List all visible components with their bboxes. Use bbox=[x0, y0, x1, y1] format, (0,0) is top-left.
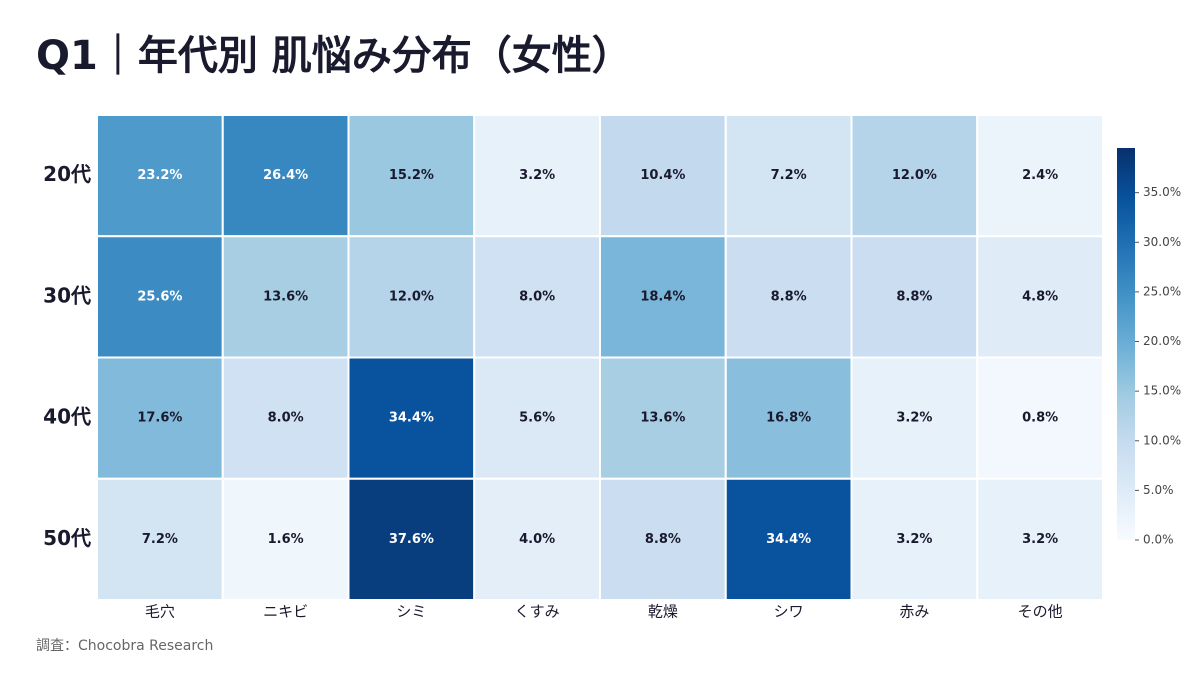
heat-cell bbox=[473, 477, 601, 601]
value-label: 8.8% bbox=[771, 289, 807, 304]
value-label: 8.0% bbox=[519, 289, 555, 304]
colorbar-tick-label: 30.0% bbox=[1143, 235, 1181, 249]
value-label: 17.6% bbox=[137, 411, 182, 426]
value-label: 3.2% bbox=[1022, 532, 1058, 547]
heat-cell bbox=[976, 356, 1104, 480]
colorbar-tick-label: 25.0% bbox=[1143, 284, 1181, 298]
value-label: 16.8% bbox=[766, 411, 811, 426]
value-label: 13.6% bbox=[640, 411, 685, 426]
x-tick-label: シミ bbox=[396, 603, 426, 621]
heat-cell bbox=[347, 477, 476, 601]
x-tick-label: ニキビ bbox=[263, 603, 308, 621]
value-label: 34.4% bbox=[766, 532, 811, 547]
colorbar-tick-label: 10.0% bbox=[1143, 433, 1181, 447]
colorbar bbox=[1117, 148, 1135, 540]
value-label: 0.8% bbox=[1022, 411, 1058, 426]
heat-cell bbox=[976, 114, 1104, 238]
x-tick-label: 毛穴 bbox=[145, 603, 175, 621]
heat-cell bbox=[347, 114, 476, 238]
value-label: 4.0% bbox=[519, 532, 555, 547]
value-label: 3.2% bbox=[896, 411, 932, 426]
value-label: 12.0% bbox=[389, 289, 434, 304]
heat-cell bbox=[724, 114, 853, 238]
heat-cell bbox=[599, 356, 727, 480]
heat-cell bbox=[850, 477, 979, 601]
row-label: 40代 bbox=[43, 405, 91, 429]
row-label: 50代 bbox=[43, 526, 91, 550]
value-label: 8.8% bbox=[896, 289, 932, 304]
colorbar-tick-label: 5.0% bbox=[1143, 483, 1174, 497]
heat-cell bbox=[347, 356, 476, 480]
colorbar-tick-label: 15.0% bbox=[1143, 384, 1181, 398]
value-label: 2.4% bbox=[1022, 168, 1058, 183]
colorbar-tick-label: 35.0% bbox=[1143, 185, 1181, 199]
x-tick-label: 乾燥 bbox=[648, 603, 678, 621]
value-label: 34.4% bbox=[389, 411, 434, 426]
x-tick-label: その他 bbox=[1018, 603, 1063, 621]
row-label: 20代 bbox=[43, 162, 91, 186]
value-label: 4.8% bbox=[1022, 289, 1058, 304]
x-tick-label: 赤み bbox=[899, 603, 929, 621]
heat-cell bbox=[96, 477, 224, 601]
x-tick-label: シワ bbox=[774, 603, 804, 621]
heat-cell bbox=[221, 235, 350, 359]
value-label: 23.2% bbox=[137, 168, 182, 183]
value-label: 26.4% bbox=[263, 168, 308, 183]
heat-cell bbox=[473, 356, 601, 480]
value-label: 7.2% bbox=[771, 168, 807, 183]
source: 調査：Chocobra Research bbox=[36, 638, 213, 654]
heat-cell bbox=[599, 477, 727, 601]
heat-cell bbox=[976, 477, 1104, 601]
colorbar-tick-label: 0.0% bbox=[1143, 533, 1174, 547]
x-tick-label: くすみ bbox=[515, 603, 560, 621]
heat-cell bbox=[724, 235, 853, 359]
heat-cell bbox=[724, 356, 853, 480]
colorbar-tick-label: 20.0% bbox=[1143, 334, 1181, 348]
heat-cell bbox=[976, 235, 1104, 359]
value-label: 37.6% bbox=[389, 532, 434, 547]
value-label: 3.2% bbox=[896, 532, 932, 547]
value-label: 3.2% bbox=[519, 168, 555, 183]
heat-cell bbox=[850, 356, 979, 480]
value-label: 5.6% bbox=[519, 411, 555, 426]
heat-cell bbox=[473, 235, 601, 359]
heat-cell bbox=[96, 114, 224, 238]
value-label: 8.8% bbox=[645, 532, 681, 547]
value-label: 1.6% bbox=[268, 532, 304, 547]
heat-cell bbox=[221, 114, 350, 238]
chart-title: Q1｜年代別 肌悩み分布（女性） bbox=[36, 33, 632, 79]
value-label: 8.0% bbox=[268, 411, 304, 426]
value-label: 13.6% bbox=[263, 289, 308, 304]
heat-cell bbox=[221, 356, 350, 480]
value-label: 15.2% bbox=[389, 168, 434, 183]
row-label: 30代 bbox=[43, 283, 91, 307]
value-label: 12.0% bbox=[892, 168, 937, 183]
heat-cell bbox=[96, 356, 224, 480]
value-label: 10.4% bbox=[640, 168, 685, 183]
value-label: 25.6% bbox=[137, 289, 182, 304]
value-label: 18.4% bbox=[640, 289, 685, 304]
value-label: 7.2% bbox=[142, 532, 178, 547]
